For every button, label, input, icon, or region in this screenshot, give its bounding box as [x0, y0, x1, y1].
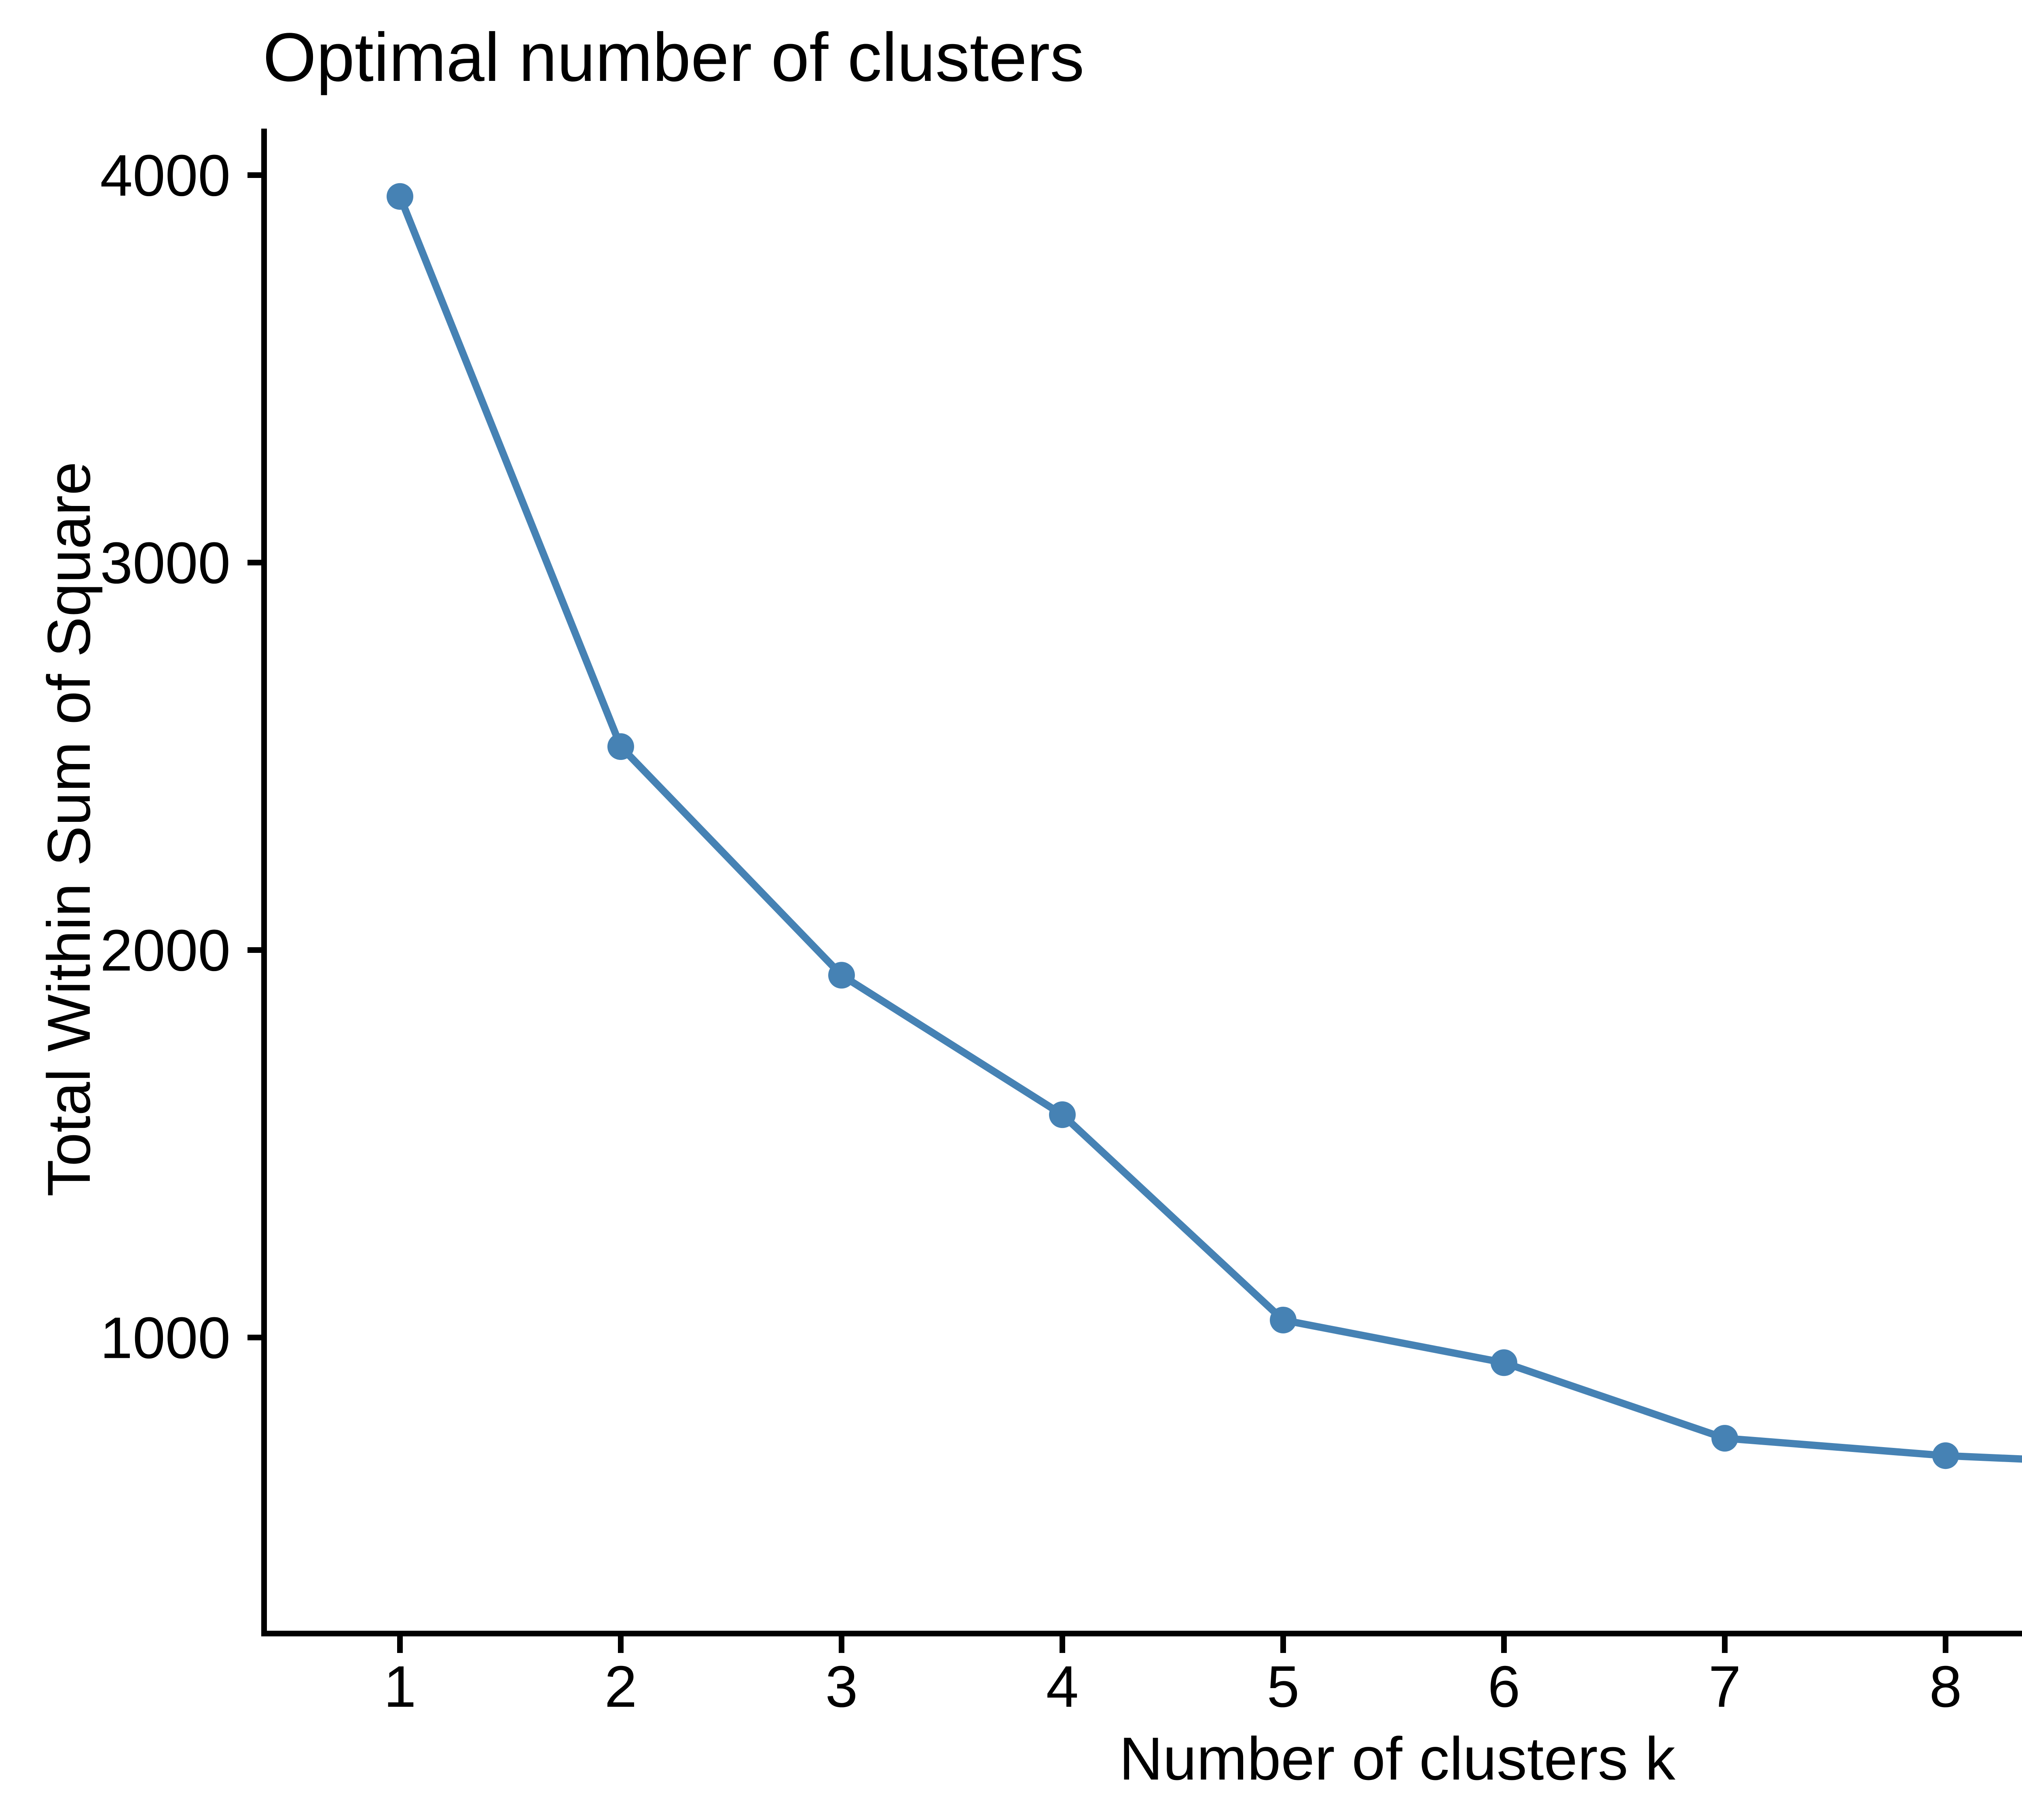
data-point: [607, 733, 634, 760]
y-axis: 4000 3000 2000 1000: [100, 129, 267, 1636]
x-tick-label: 8: [1929, 1654, 1962, 1719]
y-tick-label: 1000: [100, 1305, 231, 1371]
data-point: [1711, 1425, 1738, 1452]
x-tick-label: 1: [384, 1654, 417, 1719]
data-point: [387, 183, 413, 210]
y-tick-label: 2000: [100, 918, 231, 983]
x-tick-label: 3: [825, 1654, 858, 1719]
data-series: [387, 183, 2022, 1469]
x-tick-label: 5: [1267, 1654, 1300, 1719]
x-tick-label: 7: [1709, 1654, 1741, 1719]
data-point: [1491, 1349, 1517, 1376]
x-axis-title: Number of clusters k: [1119, 1725, 1675, 1792]
data-point: [1932, 1442, 1959, 1469]
x-tick-label: 4: [1046, 1654, 1079, 1719]
y-tick-label: 3000: [100, 530, 231, 596]
y-axis-title: Total Within Sum of Square: [35, 461, 103, 1197]
y-tick-label: 4000: [100, 143, 231, 208]
x-tick-label: 2: [605, 1654, 637, 1719]
x-axis: 12345678910: [261, 1631, 2022, 1719]
data-line: [396, 193, 2022, 1463]
data-point: [828, 962, 855, 989]
x-tick-label: 6: [1488, 1654, 1521, 1719]
data-point: [1270, 1306, 1297, 1333]
chart-title: Optimal number of clusters: [263, 19, 1084, 96]
data-point: [1049, 1101, 1076, 1128]
